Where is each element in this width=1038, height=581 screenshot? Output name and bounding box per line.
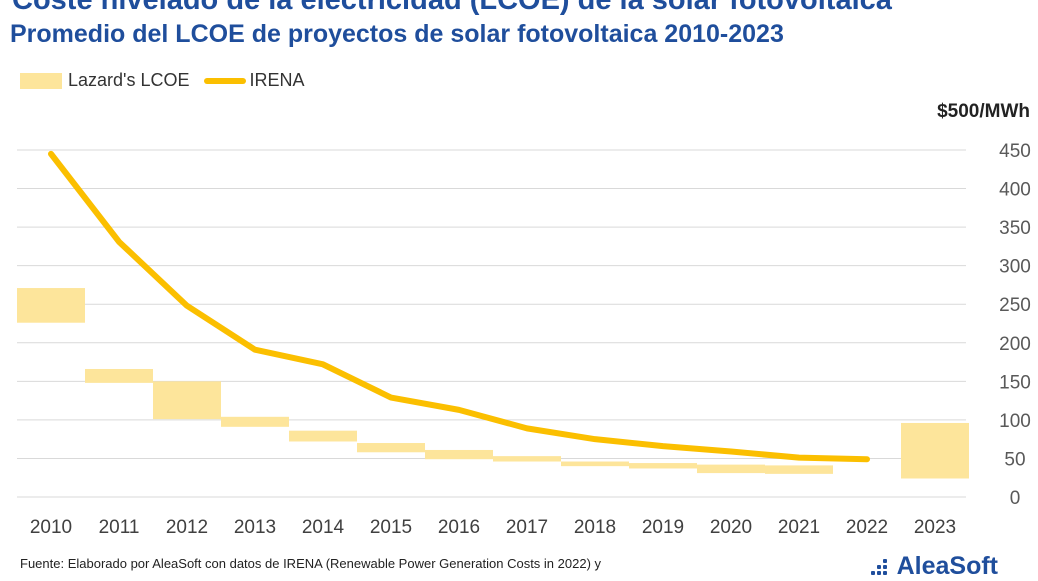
irena-point-2020 — [730, 451, 732, 453]
y-axis-ticks: 0 50 100 150 200 250 300 350 400 450 — [999, 141, 1031, 509]
lazard-bar-2011 — [85, 368, 153, 383]
lazard-bar-2018 — [561, 461, 629, 467]
irena-line — [48, 150, 870, 463]
legend-swatch-irena — [203, 77, 246, 84]
y-tick-label-250: 250 — [999, 295, 1031, 316]
x-tick-label-2015: 2015 — [370, 517, 412, 538]
logo-text: AleaSoft — [896, 552, 998, 580]
x-tick-label-2013: 2013 — [234, 517, 276, 538]
x-tick-label-2010: 2010 — [30, 517, 72, 538]
x-tick-label-2020: 2020 — [710, 517, 752, 538]
irena-point-2017 — [526, 427, 528, 429]
irena-point-2014 — [322, 363, 324, 365]
x-tick-label-2017: 2017 — [506, 517, 548, 538]
chart-subtitle: Promedio del LCOE de proyectos de solar … — [10, 20, 784, 48]
legend-label-lazard: Lazard's LCOE — [68, 70, 190, 90]
x-tick-label-2018: 2018 — [574, 517, 616, 538]
lazard-bar-2017 — [493, 456, 561, 462]
lazard-bar-2019 — [629, 463, 697, 469]
x-tick-label-2023: 2023 — [914, 517, 956, 538]
lazard-bar-2014 — [289, 430, 357, 442]
x-tick-label-2012: 2012 — [166, 517, 208, 538]
y-tick-label-0: 0 — [1010, 488, 1021, 509]
irena-point-2010 — [50, 153, 52, 155]
irena-point-2021 — [798, 457, 800, 459]
chart-title: Coste nivelado de la electricidad (LCOE)… — [12, 0, 892, 16]
irena-point-2013 — [254, 349, 256, 351]
y-axis-unit-label: $500/MWh — [937, 101, 1030, 122]
y-tick-label-100: 100 — [999, 411, 1031, 432]
chart-legend: Lazard's LCOE IRENA — [20, 70, 319, 91]
irena-point-2011 — [118, 241, 120, 243]
legend-item-lazard: Lazard's LCOE — [20, 70, 190, 91]
y-tick-label-200: 200 — [999, 334, 1031, 355]
lazard-bar-2015 — [357, 443, 425, 453]
irena-point-2015 — [390, 397, 392, 399]
x-tick-label-2019: 2019 — [642, 517, 684, 538]
lazard-bar-2012 — [153, 381, 221, 420]
y-tick-label-350: 350 — [999, 218, 1031, 239]
y-tick-label-150: 150 — [999, 372, 1031, 393]
x-axis-ticks: 2010 2011 2012 2013 2014 2015 2016 2017 2018 2019… — [30, 517, 956, 538]
lazard-bar-2020 — [697, 464, 765, 474]
irena-point-2022 — [866, 458, 868, 460]
logo-dots-icon — [870, 558, 893, 575]
lazard-bar-2016 — [425, 449, 493, 460]
lazard-bars — [17, 288, 969, 479]
irena-point-2018 — [594, 438, 596, 440]
legend-swatch-lazard — [20, 72, 62, 89]
legend-label-irena: IRENA — [249, 70, 305, 90]
lazard-bar-2021 — [765, 465, 833, 474]
y-tick-label-450: 450 — [999, 141, 1031, 162]
aleasoft-logo: AleaSoft — [870, 552, 998, 581]
lazard-bar-2013 — [221, 416, 289, 427]
irena-point-2019 — [662, 445, 664, 447]
x-tick-label-2016: 2016 — [438, 517, 480, 538]
x-tick-label-2021: 2021 — [778, 517, 820, 538]
y-tick-label-300: 300 — [999, 257, 1031, 278]
x-tick-label-2011: 2011 — [99, 517, 140, 538]
lazard-bar-2010 — [17, 288, 85, 323]
legend-item-irena: IRENA — [203, 70, 305, 91]
irena-point-2012 — [186, 305, 188, 307]
gridlines — [17, 149, 966, 498]
x-tick-label-2014: 2014 — [302, 517, 345, 538]
irena-point-2016 — [458, 409, 460, 411]
lazard-bar-2023 — [901, 422, 969, 479]
y-tick-label-50: 50 — [1004, 449, 1025, 470]
source-note: Fuente: Elaborado por AleaSoft con datos… — [20, 556, 602, 571]
x-tick-label-2022: 2022 — [846, 517, 888, 538]
y-tick-label-400: 400 — [999, 180, 1031, 201]
